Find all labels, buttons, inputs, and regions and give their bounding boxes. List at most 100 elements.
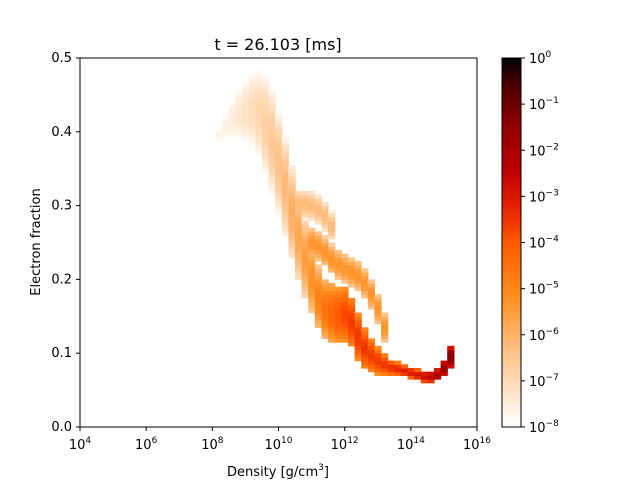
heatmap-cell [361, 327, 369, 332]
heatmap-cell [420, 379, 428, 384]
heatmap-cell [334, 294, 342, 299]
heatmap-cell [261, 105, 270, 111]
heatmap-cell [228, 131, 237, 137]
heatmap-cell [288, 212, 296, 218]
heatmap-cell [361, 342, 369, 347]
heatmap-cell [235, 120, 243, 126]
heatmap-cell [268, 98, 276, 103]
heatmap-cell [354, 279, 362, 284]
heatmap-cell [314, 231, 323, 236]
heatmap-cell [275, 135, 283, 140]
heatmap-cell [354, 353, 362, 358]
heatmap-cell [321, 305, 329, 310]
heatmap-cell [334, 301, 342, 306]
heatmap-cell [248, 76, 256, 81]
heatmap-cell [235, 94, 243, 100]
heatmap-cell [381, 334, 389, 340]
heatmap-cell [321, 260, 329, 266]
heatmap-cell [328, 308, 336, 314]
heatmap-cell [328, 297, 336, 303]
heatmap-cell [281, 205, 290, 210]
heatmap-cell [295, 275, 303, 280]
heatmap-cell [288, 198, 296, 203]
heatmap-cell [261, 131, 270, 137]
heatmap-cell [341, 260, 349, 266]
heatmap-cell [374, 301, 382, 306]
heatmap-cell [328, 323, 336, 328]
heatmap-cell [268, 183, 276, 188]
heatmap-cell [288, 205, 296, 210]
heatmap-cell [268, 165, 276, 170]
heatmap-cell [354, 342, 362, 347]
colorbar-tick-label: 10−2 [529, 142, 559, 159]
colorbar-tick-label: 10−3 [529, 188, 559, 205]
heatmap-cell [281, 212, 290, 218]
heatmap-cell [341, 319, 349, 325]
heatmap-cell [255, 94, 263, 100]
heatmap-cell [295, 209, 303, 214]
heatmap-cell [261, 72, 270, 78]
heatmap-cell [414, 375, 422, 380]
heatmap-cell [228, 124, 237, 129]
heatmap-cell [255, 120, 263, 126]
heatmap-cell [367, 279, 376, 284]
heatmap-cell [261, 161, 270, 166]
heatmap-cell [235, 117, 243, 122]
heatmap-cell [275, 165, 283, 170]
heatmap-cell [301, 238, 309, 244]
heatmap-cell [281, 161, 290, 166]
heatmap-cell [261, 142, 270, 148]
heatmap-cell [242, 131, 250, 137]
heatmap-cell [328, 319, 336, 325]
heatmap-cell [321, 257, 329, 262]
heatmap-cell [288, 194, 296, 199]
heatmap-cell [347, 312, 356, 317]
heatmap-cell [400, 364, 409, 369]
heatmap-cell [334, 334, 342, 340]
heatmap-cell [354, 316, 362, 321]
heatmap-cell [308, 231, 316, 236]
heatmap-cell [347, 331, 356, 336]
heatmap-cell [281, 135, 290, 140]
heatmap-cell [255, 76, 263, 81]
heatmap-cell [381, 353, 389, 358]
heatmap-cell [255, 105, 263, 111]
heatmap-cell [354, 264, 362, 269]
heatmap-cell [341, 312, 349, 317]
heatmap-cell [255, 142, 263, 148]
heatmap-cell [328, 260, 336, 266]
heatmap-cell [308, 235, 316, 240]
heatmap-cell [295, 238, 303, 244]
heatmap-cell [341, 268, 349, 273]
heatmap-cell [314, 319, 323, 325]
heatmap-cell [347, 297, 356, 303]
heatmap-cell [242, 80, 250, 85]
heatmap-cell [308, 272, 316, 277]
y-tick-label: 0.3 [51, 199, 72, 214]
heatmap-cell [361, 275, 369, 280]
heatmap-cell [341, 316, 349, 321]
heatmap-cell [261, 102, 270, 107]
heatmap-cell [328, 331, 336, 336]
heatmap-cell [242, 98, 250, 103]
heatmap-cell [407, 375, 415, 380]
heatmap-cell [248, 128, 256, 133]
heatmap-cell [261, 172, 270, 177]
heatmap-cell [268, 113, 276, 118]
heatmap-cell [275, 146, 283, 151]
heatmap-cell [387, 367, 395, 373]
heatmap-cell [301, 242, 309, 247]
heatmap-cell [281, 216, 290, 221]
heatmap-cell [268, 157, 276, 162]
heatmap-cell [334, 264, 342, 269]
heatmap-cell [301, 205, 309, 210]
heatmap-cell [308, 249, 316, 255]
heatmap-cells [215, 69, 455, 384]
heatmap-cell [261, 153, 270, 159]
heatmap-cell [301, 231, 309, 236]
heatmap-cell [314, 305, 323, 310]
heatmap-cell [367, 367, 376, 373]
heatmap-cell [301, 190, 309, 196]
heatmap-cell [268, 161, 276, 166]
heatmap-cell [321, 297, 329, 303]
